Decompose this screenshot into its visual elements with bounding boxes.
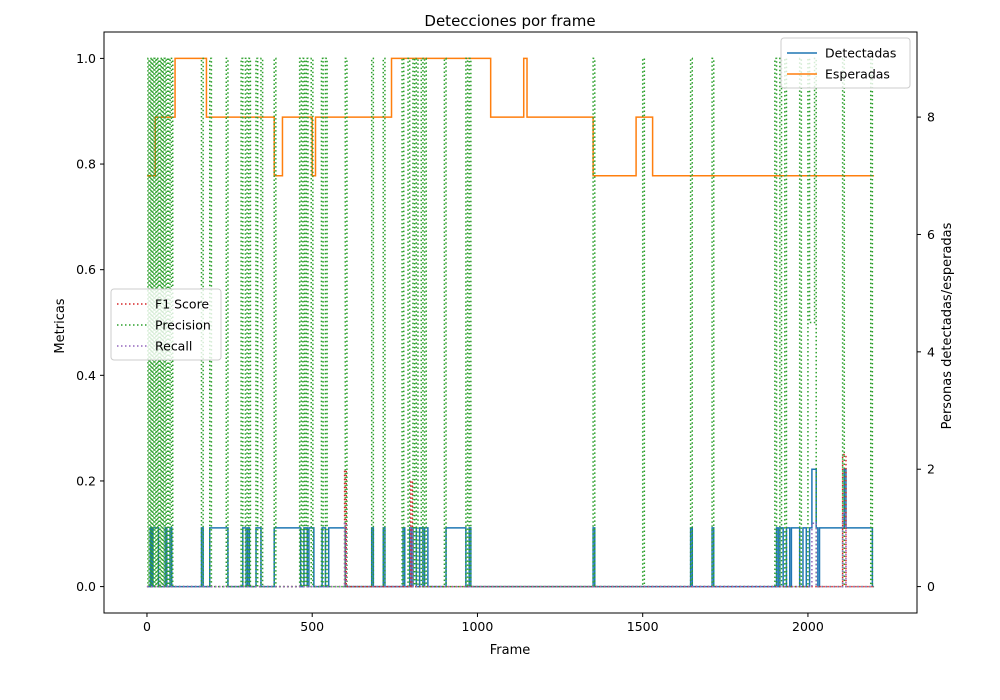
x-tick-label: 1500: [627, 619, 659, 634]
y-right-axis-label: Personas detectadas/esperadas: [940, 222, 955, 429]
y-left-tick-label: 0.0: [76, 579, 96, 594]
y-right-tick-label: 8: [927, 110, 935, 125]
legend-label: Precision: [155, 318, 211, 333]
y-left-tick-label: 1.0: [76, 51, 96, 66]
y-right-tick-label: 2: [927, 462, 935, 477]
series-line-esperadas: [146, 57, 875, 177]
legend-label: F1 Score: [155, 297, 209, 312]
series-line-recall: [146, 511, 875, 588]
plot-frame: [103, 31, 918, 614]
legend-label: Detectadas: [825, 46, 896, 61]
series-layer: [146, 57, 875, 588]
legend-right: [780, 37, 911, 89]
legend-layer: Detectadas Esperadas F1 Score Precision Reca…: [110, 37, 911, 361]
series-line-precision: [146, 57, 875, 588]
chart-title: Detecciones por frame: [424, 12, 595, 30]
x-tick-label: 0: [143, 619, 151, 634]
y-right-tick-label: 4: [927, 344, 935, 359]
x-tick-label: 2000: [792, 619, 824, 634]
y-left-tick-label: 0.6: [76, 262, 96, 277]
y-right-tick-label: 0: [927, 579, 935, 594]
x-axis-label: Frame: [490, 643, 531, 658]
x-tick-label: 1000: [462, 619, 494, 634]
legend-label: Recall: [155, 339, 192, 354]
legend-left: [110, 288, 222, 361]
y-right-tick-label: 6: [927, 227, 935, 242]
ticks-layer: 0 500 1000 1500 2000 0.0 0.2 0.4 0.6 0.8 1.0 0 2 4 6 8: [76, 51, 935, 634]
y-left-tick-label: 0.8: [76, 157, 96, 172]
y-left-tick-label: 0.2: [76, 473, 96, 488]
y-left-tick-label: 0.4: [76, 368, 96, 383]
y-left-axis-label: Metricas: [53, 298, 68, 353]
legend-label: Esperadas: [825, 67, 890, 82]
x-tick-label: 500: [300, 619, 324, 634]
